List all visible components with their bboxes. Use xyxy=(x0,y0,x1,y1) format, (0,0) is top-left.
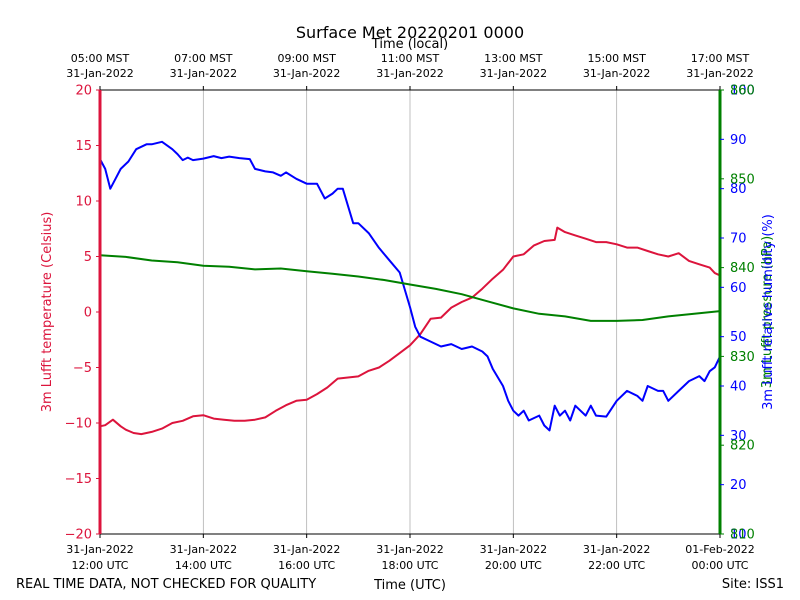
x-bottom-tick-label: 31-Jan-2022 xyxy=(170,543,238,556)
x-bottom-tick-label: 00:00 UTC xyxy=(691,559,748,572)
gridlines xyxy=(202,90,618,534)
relative-humidity-series-line xyxy=(99,140,721,432)
x-top-tick-label: 17:00 MST xyxy=(691,52,750,65)
y-left-tick-label: −15 xyxy=(65,472,92,487)
series-layer xyxy=(99,140,721,436)
chart-title: Surface Met 20220201 0000 xyxy=(296,23,524,42)
y-right-rh-tick-label: 100 xyxy=(730,84,755,99)
y-left-tick-label: 0 xyxy=(84,306,92,321)
y-left-tick-label: 10 xyxy=(75,195,92,210)
y-left-tick-label: 5 xyxy=(84,250,92,265)
x-bottom-tick-label: 31-Jan-2022 xyxy=(376,543,444,556)
y-left-tick-label: 15 xyxy=(75,139,92,154)
x-bottom-axis-label: Time (UTC) xyxy=(373,578,446,593)
x-top-tick-label: 11:00 MST xyxy=(381,52,440,65)
x-top-tick-label: 31-Jan-2022 xyxy=(273,67,341,80)
x-bottom-tick-label: 14:00 UTC xyxy=(175,559,232,572)
x-bottom-tick-label: 31-Jan-2022 xyxy=(273,543,341,556)
y-right-p-tick-label: 810 xyxy=(730,528,755,543)
y-right-rh-tick-label: 20 xyxy=(730,478,747,493)
x-top-axis-label: Time (local) xyxy=(371,37,448,52)
y-right-pressure-axis-label: 3m Lufft pressure (hPa) xyxy=(760,236,775,388)
y-right-rh-tick-label: 10 xyxy=(730,528,747,543)
footer-disclaimer: REAL TIME DATA, NOT CHECKED FOR QUALITY xyxy=(16,577,316,592)
x-bottom-tick-label: 12:00 UTC xyxy=(71,559,128,572)
y-right-rh-tick-label: 40 xyxy=(730,380,747,395)
x-bottom-tick-label: 31-Jan-2022 xyxy=(480,543,548,556)
x-top-tick-label: 15:00 MST xyxy=(587,52,646,65)
x-top-tick-label: 31-Jan-2022 xyxy=(480,67,548,80)
temperature-series-line xyxy=(99,226,721,436)
x-top-tick-label: 31-Jan-2022 xyxy=(66,67,134,80)
y-right-p-tick-label: 860 xyxy=(730,84,755,99)
y-left-tick-label: −10 xyxy=(65,417,92,432)
x-top-tick-label: 31-Jan-2022 xyxy=(170,67,238,80)
x-bottom-tick-label: 22:00 UTC xyxy=(588,559,645,572)
y-left-axis-label: 3m Lufft temperature (Celsius) xyxy=(40,212,55,413)
y-right-rh-tick-label: 70 xyxy=(730,232,747,247)
y-right-rh-tick-label: 90 xyxy=(730,133,747,148)
y-right-p-tick-label: 820 xyxy=(730,439,755,454)
x-bottom-tick-label: 01-Feb-2022 xyxy=(685,543,754,556)
site-label: Site: ISS1 xyxy=(722,577,784,592)
axes-layer: 31-Jan-2022 12:00 UTC 31-Jan-2022 14:00 UTC… xyxy=(65,52,755,572)
y-right-p-tick-label: 840 xyxy=(730,261,755,276)
y-right-rh-tick-label: 50 xyxy=(730,330,747,345)
pressure-series-line xyxy=(99,254,721,322)
x-top-tick-label: 05:00 MST xyxy=(71,52,130,65)
x-top-tick-label: 31-Jan-2022 xyxy=(376,67,444,80)
x-bottom-tick-label: 16:00 UTC xyxy=(278,559,335,572)
x-bottom-tick-label: 31-Jan-2022 xyxy=(66,543,134,556)
y-right-rh-tick-label: 60 xyxy=(730,281,747,296)
y-right-p-tick-label: 830 xyxy=(730,350,755,365)
x-top-tick-label: 31-Jan-2022 xyxy=(583,67,651,80)
y-left-tick-label: 20 xyxy=(75,84,92,99)
y-right-rh-axis-label: 3m Lufft relative humidity (%) xyxy=(761,214,776,410)
x-top-tick-label: 31-Jan-2022 xyxy=(686,67,754,80)
x-top-tick-label: 07:00 MST xyxy=(174,52,233,65)
y-left-tick-label: −20 xyxy=(65,528,92,543)
y-left-tick-label: −5 xyxy=(73,361,92,376)
x-bottom-tick-label: 20:00 UTC xyxy=(485,559,542,572)
y-right-p-tick-label: 850 xyxy=(730,172,755,187)
y-right-rh-tick-label: 30 xyxy=(730,429,747,444)
x-bottom-tick-label: 18:00 UTC xyxy=(381,559,438,572)
y-right-rh-tick-label: 80 xyxy=(730,182,747,197)
x-top-tick-label: 13:00 MST xyxy=(484,52,543,65)
x-top-tick-label: 09:00 MST xyxy=(277,52,336,65)
x-bottom-tick-label: 31-Jan-2022 xyxy=(583,543,651,556)
